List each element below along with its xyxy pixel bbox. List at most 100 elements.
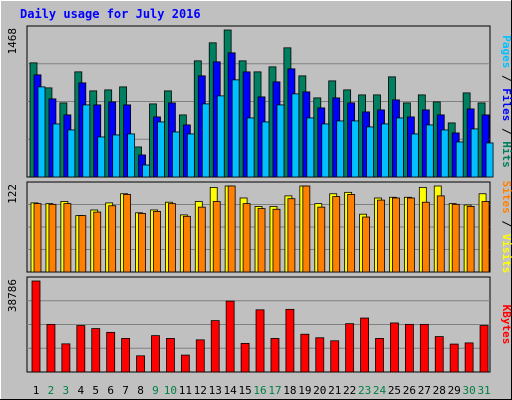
x-tick-label-day-26: 26	[403, 384, 416, 397]
bar-visits-sites-day-22	[347, 194, 356, 273]
bar-kbytes-kbytes-day-15	[240, 342, 250, 373]
bar-hits-pages-day-19	[306, 117, 315, 178]
bar-hits-pages-day-2	[52, 123, 61, 178]
bar-hits-pages-day-9	[157, 121, 165, 178]
x-tick-label-day-4: 4	[77, 384, 84, 397]
bar-visits-sites-day-30	[466, 206, 475, 273]
bar-kbytes-kbytes-day-10	[166, 338, 175, 373]
bar-visits-sites-day-1	[33, 203, 42, 273]
bar-visits-sites-day-10	[168, 203, 176, 273]
bar-kbytes-kbytes-day-12	[195, 339, 205, 373]
bar-hits-pages-day-12	[201, 103, 210, 178]
legend-entry: Files	[500, 88, 512, 121]
legend-entry: /	[500, 68, 512, 88]
x-tick-label-day-10: 10	[164, 384, 177, 397]
bar-hits-pages-day-31	[485, 142, 494, 178]
bar-hits-pages-day-26	[410, 133, 419, 178]
x-tick-label-day-29: 29	[448, 384, 461, 397]
bar-kbytes-kbytes-day-13	[210, 320, 220, 373]
bar-hits-pages-day-5	[97, 136, 106, 178]
bar-visits-sites-day-23	[362, 216, 370, 273]
bar-visits-sites-day-2	[48, 203, 57, 273]
x-tick-label-day-22: 22	[343, 384, 356, 397]
bar-kbytes-kbytes-day-14	[225, 300, 235, 373]
legend-entry: KBytes	[500, 305, 512, 345]
bar-visits-sites-day-27	[421, 201, 430, 273]
bar-hits-pages-day-17	[276, 104, 285, 178]
x-tick-label-day-31: 31	[477, 384, 490, 397]
bar-visits-sites-day-29	[451, 203, 460, 273]
bar-hits-pages-day-29	[455, 141, 464, 178]
bar-kbytes-kbytes-day-26	[404, 323, 414, 373]
bar-kbytes-kbytes-day-23	[360, 317, 369, 373]
bar-hits-pages-day-1	[37, 86, 46, 178]
bar-hits-pages-day-27	[425, 124, 434, 178]
bar-kbytes-kbytes-day-19	[300, 333, 310, 373]
bar-visits-sites-day-7	[123, 194, 132, 273]
bar-kbytes-kbytes-day-17	[270, 338, 280, 373]
panel-visits-legend: Sites / Visits	[500, 181, 512, 274]
bar-visits-sites-day-11	[182, 215, 191, 273]
bar-kbytes-kbytes-day-16	[255, 309, 265, 373]
panel-visits-ymax-label: 122	[6, 184, 19, 204]
bar-hits-pages-day-20	[321, 123, 330, 178]
x-tick-label-day-24: 24	[373, 384, 387, 397]
bar-hits-pages-day-3	[67, 129, 76, 178]
x-tick-label-day-14: 14	[224, 384, 238, 397]
legend-entry: /	[500, 214, 512, 234]
bar-hits-pages-day-21	[336, 120, 345, 178]
bar-visits-sites-day-3	[63, 203, 72, 273]
panel-kbytes-legend: KBytes	[500, 305, 512, 345]
x-tick-label-day-16: 16	[253, 384, 266, 397]
x-tick-label-day-19: 19	[298, 384, 311, 397]
x-tick-label-day-5: 5	[92, 384, 99, 397]
bar-visits-sites-day-16	[257, 208, 266, 273]
bar-kbytes-kbytes-day-27	[419, 323, 429, 373]
bar-hits-pages-day-15	[246, 117, 255, 178]
bar-kbytes-kbytes-day-1	[31, 280, 41, 373]
bar-kbytes-kbytes-day-4	[76, 325, 86, 373]
bar-kbytes-kbytes-day-8	[136, 355, 145, 373]
bar-visits-sites-day-13	[212, 201, 221, 273]
bar-kbytes-kbytes-day-31	[479, 325, 489, 373]
bar-visits-sites-day-15	[242, 203, 251, 273]
bar-kbytes-kbytes-day-21	[330, 340, 340, 373]
x-tick-label-day-3: 3	[63, 384, 70, 397]
bar-hits-pages-day-18	[291, 93, 300, 178]
bar-visits-sites-day-6	[108, 205, 117, 273]
bar-kbytes-kbytes-day-25	[390, 322, 399, 373]
bar-kbytes-kbytes-day-29	[449, 343, 459, 373]
x-tick-label-day-23: 23	[358, 384, 371, 397]
bar-visits-sites-day-8	[138, 213, 146, 273]
bar-hits-pages-day-7	[127, 133, 136, 178]
bar-visits-sites-day-14	[227, 185, 236, 273]
bar-hits-pages-day-23	[366, 126, 374, 178]
bar-visits-sites-day-25	[392, 197, 400, 273]
bar-hits-pages-day-28	[440, 129, 449, 178]
x-tick-label-day-17: 17	[268, 384, 281, 397]
legend-entry: /	[500, 121, 512, 141]
x-tick-label-day-1: 1	[33, 384, 40, 397]
bar-kbytes-kbytes-day-5	[91, 328, 101, 373]
x-tick-label-day-25: 25	[388, 384, 401, 397]
bar-kbytes-kbytes-day-24	[375, 338, 384, 373]
bar-visits-sites-day-24	[377, 199, 385, 273]
bar-visits-sites-day-4	[78, 215, 87, 273]
bar-kbytes-kbytes-day-28	[434, 336, 444, 373]
bar-visits-sites-day-26	[406, 197, 415, 273]
bar-kbytes-kbytes-day-11	[180, 354, 190, 373]
panel-kbytes-ymax-label: 38786	[6, 279, 19, 312]
bar-hits-pages-day-10	[172, 131, 180, 178]
x-tick-label-day-20: 20	[313, 384, 326, 397]
bar-hits-pages-day-13	[216, 95, 225, 178]
x-tick-label-day-28: 28	[433, 384, 446, 397]
x-tick-label-day-8: 8	[137, 384, 144, 397]
x-tick-label-day-27: 27	[418, 384, 431, 397]
bar-kbytes-kbytes-day-9	[151, 335, 160, 373]
x-tick-label-day-12: 12	[194, 384, 207, 397]
bar-hits-pages-day-25	[396, 117, 404, 178]
chart-title: Daily usage for July 2016	[20, 7, 201, 21]
x-tick-label-day-7: 7	[122, 384, 129, 397]
